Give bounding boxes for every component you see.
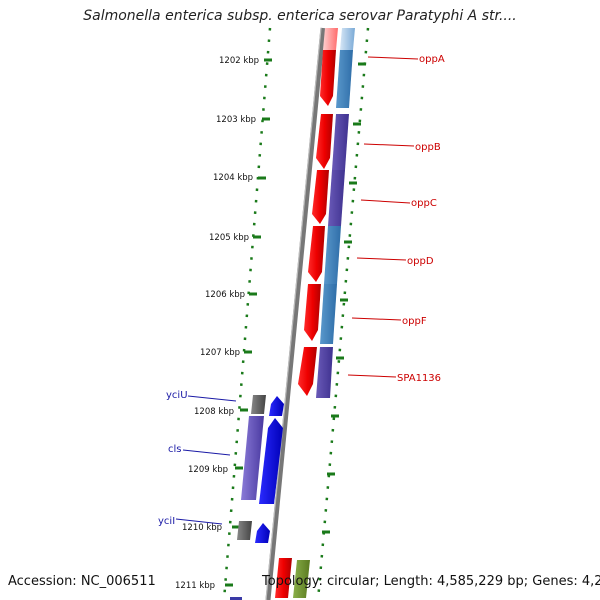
cds-arrow-SPA1136[interactable] [298, 347, 317, 396]
map-title: Salmonella enterica subsp. enterica sero… [83, 8, 517, 24]
gene-label-oppA[interactable]: oppA [419, 54, 445, 65]
gene-label-yciI[interactable]: yciI [158, 516, 175, 527]
gene-bar-cls[interactable] [241, 416, 264, 500]
outer-dotted-track-left [222, 27, 272, 600]
right-ruler-ticks [322, 62, 366, 534]
ruler-label-1204: 1204 kbp [213, 173, 253, 183]
cds-arrow-yciU[interactable] [269, 396, 284, 416]
cds-arrow-cls[interactable] [259, 418, 283, 504]
backbone-line [265, 27, 326, 600]
cds-arrow-oppA[interactable] [320, 50, 336, 106]
gene-bar-bottom [293, 560, 310, 598]
cds-arrow-bottom [275, 558, 292, 598]
label-leader-SPA1136 [347, 374, 397, 378]
label-leader-yciI [175, 518, 223, 525]
ruler-label-1209: 1209 kbp [188, 465, 228, 475]
gene-label-oppC[interactable]: oppC [411, 198, 437, 209]
gene-label-SPA1136[interactable]: SPA1136 [397, 373, 441, 384]
gene-bar-SPA1136[interactable] [316, 347, 333, 398]
gene-label-oppD[interactable]: oppD [407, 256, 434, 267]
forward-features [275, 28, 355, 598]
gene-bar-oppB[interactable] [332, 114, 349, 170]
ruler-label-1211: 1211 kbp [175, 581, 215, 591]
cds-arrow-oppB[interactable] [316, 114, 333, 169]
gene-label-cls[interactable]: cls [168, 444, 182, 455]
ruler: 1202 kbp 1203 kbp 1204 kbp 1205 kbp 1206… [175, 56, 272, 591]
gene-arrow-faded [323, 28, 338, 50]
gene-label-oppF[interactable]: oppF [402, 316, 427, 327]
ruler-label-1208: 1208 kbp [194, 407, 234, 417]
label-leader-oppA [367, 56, 419, 60]
gene-bar-oppF[interactable] [320, 284, 337, 344]
cds-arrow-yciI[interactable] [255, 523, 270, 543]
ruler-label-1206: 1206 kbp [205, 290, 245, 300]
reverse-features [230, 395, 284, 600]
accession-text: Accession: NC_006511 [8, 574, 156, 589]
gene-bar-oppA[interactable] [336, 50, 353, 108]
gene-bar-oppC[interactable] [328, 170, 345, 226]
gene-bar-bottom-left [230, 597, 242, 600]
genome-summary-text: Topology: circular; Length: 4,585,229 bp… [262, 574, 600, 589]
gene-bar-yciU[interactable] [251, 395, 266, 414]
ruler-label-1205: 1205 kbp [209, 233, 249, 243]
cds-arrow-oppF[interactable] [304, 284, 321, 341]
gene-label-yciU[interactable]: yciU [166, 390, 188, 401]
forward-labels: oppA oppB oppC oppD oppF SPA1136 [347, 54, 445, 384]
label-leader-oppD [356, 257, 407, 261]
label-leader-cls [182, 449, 231, 456]
gene-label-oppB[interactable]: oppB [415, 142, 441, 153]
backbone-highlight [265, 27, 322, 600]
gene-bar-faded [340, 28, 355, 50]
ruler-label-1202: 1202 kbp [219, 56, 259, 66]
ruler-label-1207: 1207 kbp [200, 348, 240, 358]
ruler-label-1203: 1203 kbp [216, 115, 256, 125]
reverse-labels: yciU cls yciI [158, 390, 237, 527]
cds-arrow-oppC[interactable] [312, 170, 329, 224]
label-leader-oppB [363, 143, 415, 147]
label-leader-yciU [187, 395, 237, 402]
cds-arrow-oppD[interactable] [308, 226, 325, 282]
gene-bar-yciI[interactable] [237, 521, 252, 540]
label-leader-oppC [360, 199, 411, 204]
gene-bar-oppD[interactable] [324, 226, 341, 284]
label-leader-oppF [351, 317, 402, 321]
ruler-label-1210: 1210 kbp [182, 523, 222, 533]
